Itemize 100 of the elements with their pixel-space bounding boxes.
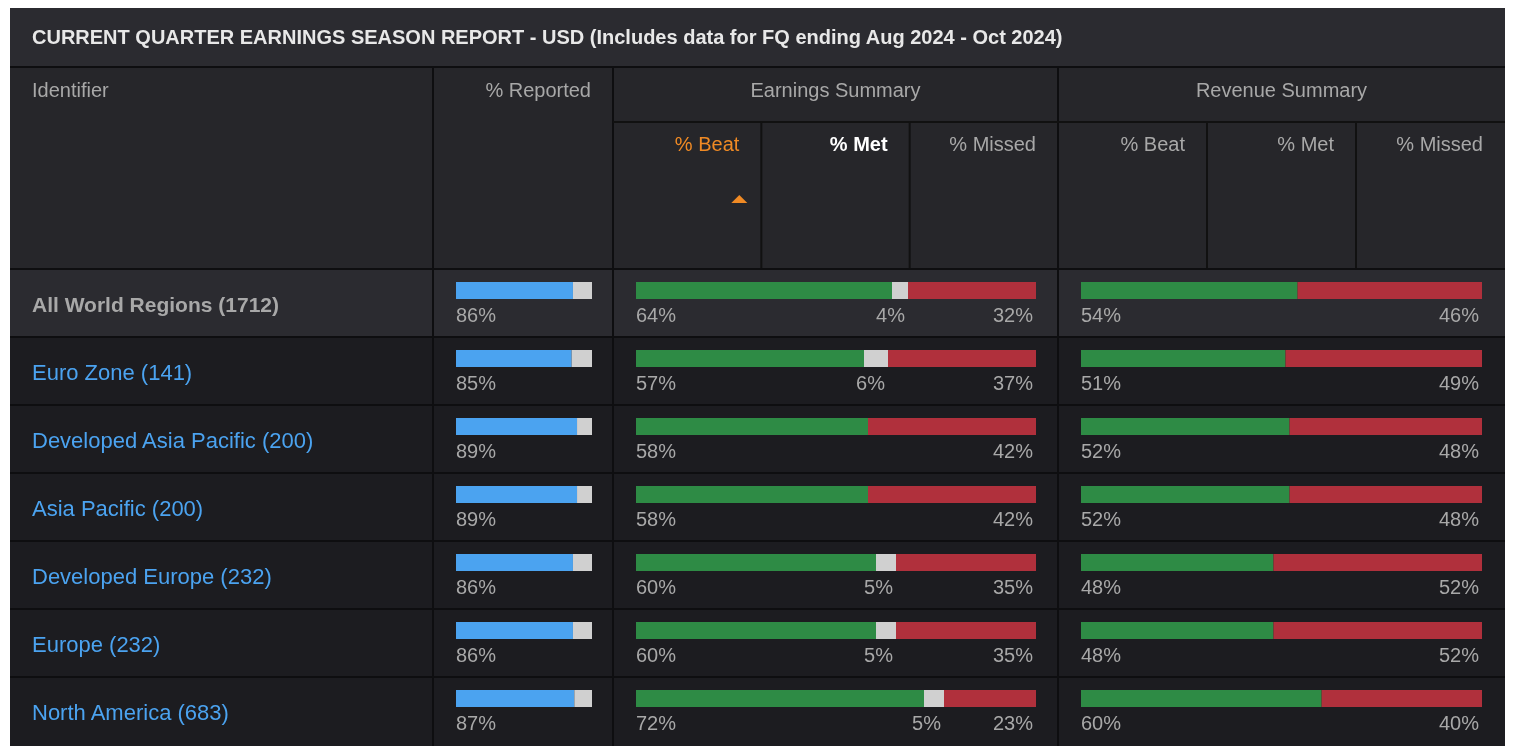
bar [1081, 554, 1274, 571]
data-label: 58% [636, 440, 677, 462]
bar [1081, 486, 1290, 503]
data-label: 85% [456, 372, 497, 394]
data-label: 72% [636, 712, 677, 734]
bar [574, 690, 592, 707]
bar [868, 418, 1036, 435]
data-label: 6% [856, 372, 886, 394]
y-tick-label: Euro Zone (141) [32, 360, 193, 385]
bar [868, 486, 1036, 503]
bar [572, 282, 592, 299]
data-label: 89% [456, 440, 497, 462]
bar [1081, 350, 1286, 367]
bar [636, 350, 864, 367]
data-label: 52% [1081, 440, 1122, 462]
data-label: 40% [1438, 712, 1480, 734]
data-label: 48% [1438, 508, 1480, 530]
data-label: 51% [1081, 372, 1122, 394]
data-label: 49% [1438, 372, 1480, 394]
bar [1321, 690, 1482, 707]
data-label: 60% [1081, 712, 1122, 734]
y-tick-label: Developed Europe (232) [32, 564, 272, 589]
bar [636, 554, 876, 571]
data-label: 54% [1081, 304, 1122, 326]
data-label: 86% [456, 304, 497, 326]
data-label: 60% [636, 644, 677, 666]
data-label: 35% [992, 644, 1034, 666]
x-axis-title: % Reported [485, 79, 591, 101]
bar [892, 282, 908, 299]
bar [636, 418, 868, 435]
data-label: 48% [1081, 644, 1122, 666]
data-label: 48% [1081, 576, 1122, 598]
data-label: 46% [1438, 304, 1480, 326]
bar [1289, 418, 1482, 435]
data-label: 5% [912, 712, 942, 734]
bar [876, 554, 896, 571]
data-label: 32% [992, 304, 1034, 326]
data-label: 86% [456, 644, 497, 666]
data-label: 89% [456, 508, 497, 530]
data-label: 5% [864, 644, 894, 666]
bar [1297, 282, 1482, 299]
bar [1273, 622, 1482, 639]
bar [876, 622, 896, 639]
bar [1289, 486, 1482, 503]
data-label: 52% [1081, 508, 1122, 530]
chart-title: CURRENT QUARTER EARNINGS SEASON REPORT - USD (Includes data for FQ ending Aug 2024 - Oct 2024) [32, 26, 1063, 48]
chart-title: Earnings Summary [750, 79, 921, 101]
bar [456, 282, 573, 299]
data-label: 42% [992, 440, 1034, 462]
bar [864, 350, 888, 367]
bar [577, 486, 592, 503]
bar [924, 690, 944, 707]
bar [572, 554, 592, 571]
bar [1081, 690, 1322, 707]
bar [896, 622, 1036, 639]
text: % Beat [674, 133, 740, 155]
data-label: 37% [992, 372, 1034, 394]
bar [636, 282, 892, 299]
data-label: 60% [636, 576, 677, 598]
chart-title: Revenue Summary [1195, 79, 1368, 101]
bar [1081, 622, 1274, 639]
bar [1273, 554, 1482, 571]
bar [944, 690, 1036, 707]
text: % Missed [1396, 133, 1483, 155]
text: % Beat [1120, 133, 1186, 155]
bar [636, 690, 924, 707]
data-label: 35% [992, 576, 1034, 598]
data-label: 86% [456, 576, 497, 598]
bar [1081, 418, 1290, 435]
bar [636, 622, 876, 639]
bar [896, 554, 1036, 571]
bar [456, 418, 578, 435]
bar [571, 350, 592, 367]
y-axis-title: Identifier [32, 79, 110, 101]
data-label: 57% [636, 372, 677, 394]
bar [908, 282, 1036, 299]
data-label: 42% [992, 508, 1034, 530]
data-label: 5% [864, 576, 894, 598]
bar [1285, 350, 1482, 367]
bar [888, 350, 1036, 367]
bar [636, 486, 868, 503]
data-label: 52% [1438, 576, 1480, 598]
bar [456, 350, 572, 367]
y-tick-label: Europe (232) [32, 632, 161, 657]
bar [577, 418, 592, 435]
y-tick-label: Asia Pacific (200) [32, 496, 204, 521]
y-tick-label: Developed Asia Pacific (200) [32, 428, 314, 453]
bar [456, 622, 573, 639]
y-tick-label: North America (683) [32, 700, 229, 725]
data-label: 23% [992, 712, 1034, 734]
bar [1081, 282, 1298, 299]
data-label: 58% [636, 508, 677, 530]
text: % Missed [949, 133, 1036, 155]
data-label: 4% [876, 304, 906, 326]
data-label: 52% [1438, 644, 1480, 666]
bar [456, 486, 578, 503]
bar [456, 690, 575, 707]
text: % Met [829, 133, 888, 155]
bar [572, 622, 592, 639]
y-tick-label: All World Regions (1712) [32, 293, 279, 316]
